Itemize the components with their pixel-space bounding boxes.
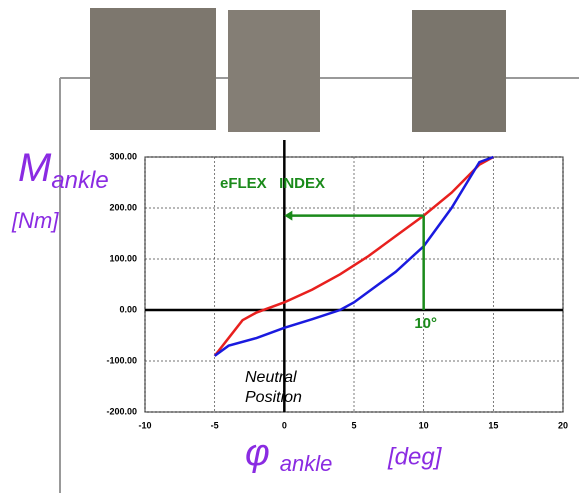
x-tick-label: 5 (351, 420, 356, 430)
y-tick-label: 200.00 (109, 202, 137, 212)
index-label: eFLEX INDEX (220, 175, 325, 192)
x-tick-label: 20 (558, 420, 568, 430)
x-tick-label: 10 (419, 420, 429, 430)
y-axis-label: Mankle (18, 146, 109, 195)
y-label-subscript: ankle (51, 167, 108, 194)
photo (228, 10, 320, 132)
x-tick-label: -5 (211, 420, 219, 430)
y-tick-label: -200.00 (106, 406, 137, 416)
photo (412, 10, 506, 132)
y-tick-label: 300.00 (109, 151, 137, 161)
neutral-label: Position (245, 389, 302, 406)
neutral-label: Neutral (245, 369, 297, 386)
x-tick-label: -10 (138, 420, 151, 430)
x-label-symbol: φ (245, 432, 270, 474)
y-label-symbol: M (18, 146, 52, 190)
y-tick-label: 0.00 (119, 304, 137, 314)
x-tick-label: 15 (488, 420, 498, 430)
index-value-label: 10° (414, 315, 437, 332)
x-axis-unit: [deg] (387, 443, 443, 470)
y-tick-label: -100.00 (106, 355, 137, 365)
chart: -200.00 -100.00 0.00 100.00 200.00 300.00 -10 -… (0, 0, 579, 493)
x-label-subscript: ankle (280, 451, 333, 476)
x-tick-label: 0 (282, 420, 287, 430)
y-axis-unit: [Nm] (11, 208, 59, 233)
y-tick-label: 100.00 (109, 253, 137, 263)
photo (90, 8, 216, 130)
